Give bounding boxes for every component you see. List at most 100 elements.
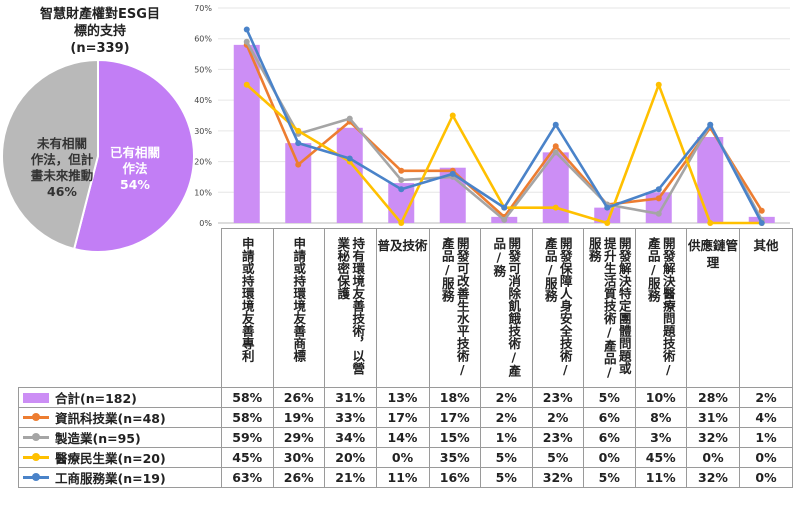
table-cell: 26%	[272, 387, 325, 408]
point-series-4-8	[655, 186, 662, 193]
y-tick-label: 40%	[194, 96, 212, 105]
y-tick-label: 50%	[194, 65, 212, 74]
point-series-3-8	[655, 81, 662, 88]
table-row: 資訊科技業(n=48) 58% 19% 33% 17% 17% 2% 2% 6% 8% 31% 4%	[18, 407, 793, 428]
category-header-0: 申請或持環境友善專利	[221, 228, 274, 388]
table-cell: 14%	[375, 427, 430, 448]
table-cell: 58%	[221, 407, 274, 428]
legend-marker	[32, 413, 40, 421]
point-series-4-0	[243, 26, 250, 33]
pie-chart	[1, 60, 195, 253]
data-table: 申請或持環境友善專利 申請或持環境友善商標 持有環境友善技術，以營業秘密保護 普及技術…	[18, 228, 793, 488]
series-name: 製造業(n=95)	[55, 431, 141, 446]
category-label: 普及技術	[377, 238, 428, 253]
pie-label-a-value: 54%	[120, 177, 150, 192]
pie-label-b-line3: 畫未來推動	[30, 168, 94, 183]
legend-marker	[32, 473, 40, 481]
pie-title: 智慧財產權對ESG目 標的支持 (n=339)	[0, 6, 200, 57]
series-name: 合計(n=182)	[55, 391, 137, 406]
table-cell: 0%	[739, 467, 793, 488]
y-tick-label: 30%	[194, 127, 212, 136]
legend-swatch	[23, 392, 49, 403]
table-cell: 2%	[480, 407, 533, 428]
point-series-2-6	[552, 149, 559, 156]
bar-line-chart: 0% 10% 20% 30% 40% 50% 60% 70%	[194, 4, 790, 228]
point-series-3-0	[243, 81, 250, 88]
table-cell: 59%	[221, 427, 274, 448]
table-cell: 8%	[634, 407, 687, 428]
table-cell: 4%	[739, 407, 793, 428]
table-cell: 31%	[324, 387, 377, 408]
pie-title-n: (n=339)	[70, 41, 130, 56]
table-cell: 5%	[480, 467, 533, 488]
point-series-3-7	[604, 220, 611, 226]
point-series-2-2	[346, 115, 353, 122]
point-series-4-10	[758, 220, 765, 226]
table-cell: 0%	[583, 447, 636, 468]
table-corner	[19, 229, 222, 388]
table-cell: 11%	[375, 467, 430, 488]
table-cell: 32%	[686, 427, 740, 448]
table-cell: 45%	[221, 447, 274, 468]
line-series-3	[245, 83, 762, 225]
bar-total-2	[336, 127, 363, 223]
table-cell: 10%	[634, 387, 687, 408]
point-series-4-5	[501, 204, 508, 211]
point-series-1-10	[758, 207, 765, 214]
category-header-9: 供應鏈管理	[686, 228, 740, 388]
series-legend-cell: 合計(n=182)	[18, 387, 222, 408]
point-series-2-8	[655, 210, 662, 217]
table-cell: 34%	[324, 427, 377, 448]
point-series-4-2	[346, 155, 353, 162]
pie-title-line2: 標的支持	[73, 24, 126, 39]
table-cell: 2%	[739, 387, 793, 408]
table-cell: 28%	[686, 387, 740, 408]
category-label: 開發保障人身安全技術/產品/服務	[542, 237, 573, 377]
category-label: 開發解決特定團體問題或提升生活質技術/產品/服務	[586, 237, 632, 380]
y-tick-label: 60%	[194, 35, 212, 44]
category-header-4: 開發可改善生水平技術/產品/服務	[428, 228, 481, 388]
point-series-1-8	[655, 195, 662, 202]
series-name: 醫療民生業(n=20)	[55, 451, 166, 466]
category-header-10: 其他	[739, 228, 793, 388]
table-cell: 3%	[634, 427, 687, 448]
table-cell: 29%	[272, 427, 325, 448]
table-cell: 30%	[272, 447, 325, 468]
table-cell: 17%	[428, 407, 481, 428]
table-cell: 5%	[583, 387, 636, 408]
point-series-2-0	[243, 38, 250, 45]
category-header-3: 普及技術	[375, 228, 430, 388]
table-cell: 21%	[324, 467, 377, 488]
table-cell: 0%	[739, 447, 793, 468]
series-legend-cell: 工商服務業(n=19)	[18, 467, 222, 488]
category-header-1: 申請或持環境友善商標	[272, 228, 325, 388]
point-series-4-4	[449, 170, 456, 177]
point-series-3-9	[707, 220, 714, 226]
table-row: 合計(n=182) 58% 26% 31% 13% 18% 2% 23% 5% 10% 28% 2%	[18, 387, 793, 408]
table-cell: 13%	[375, 387, 430, 408]
category-header-5: 開發可消除飢餓技術/產品/務	[480, 228, 533, 388]
category-header-2: 持有環境友善技術，以營業秘密保護	[324, 228, 377, 388]
table-cell: 0%	[686, 447, 740, 468]
category-header-6: 開發保障人身安全技術/產品/服務	[531, 228, 584, 388]
table-cell: 26%	[272, 467, 325, 488]
category-label: 申請或持環境友善專利	[239, 237, 255, 362]
table-cell: 19%	[272, 407, 325, 428]
series-name: 工商服務業(n=19)	[55, 471, 166, 486]
bar-total-7	[594, 207, 621, 223]
y-tick-label: 10%	[194, 188, 212, 197]
pie-label-b-line2: 作法，但計	[30, 152, 94, 167]
table-cell: 6%	[583, 427, 636, 448]
table-cell: 16%	[428, 467, 481, 488]
point-series-4-9	[707, 121, 714, 128]
point-series-4-6	[552, 121, 559, 128]
table-cell: 32%	[686, 467, 740, 488]
category-label: 開發解決醫療問題技術/產品/服務	[645, 237, 676, 377]
table-cell: 31%	[686, 407, 740, 428]
pie-title-line1: 智慧財產權對ESG目	[40, 7, 160, 22]
bar-total-0	[233, 44, 260, 223]
table-cell: 33%	[324, 407, 377, 428]
table-cell: 58%	[221, 387, 274, 408]
table-row: 工商服務業(n=19) 63% 26% 21% 11% 16% 5% 32% 5% 11% 32% 0…	[18, 467, 793, 488]
series-legend-cell: 資訊科技業(n=48)	[18, 407, 222, 428]
